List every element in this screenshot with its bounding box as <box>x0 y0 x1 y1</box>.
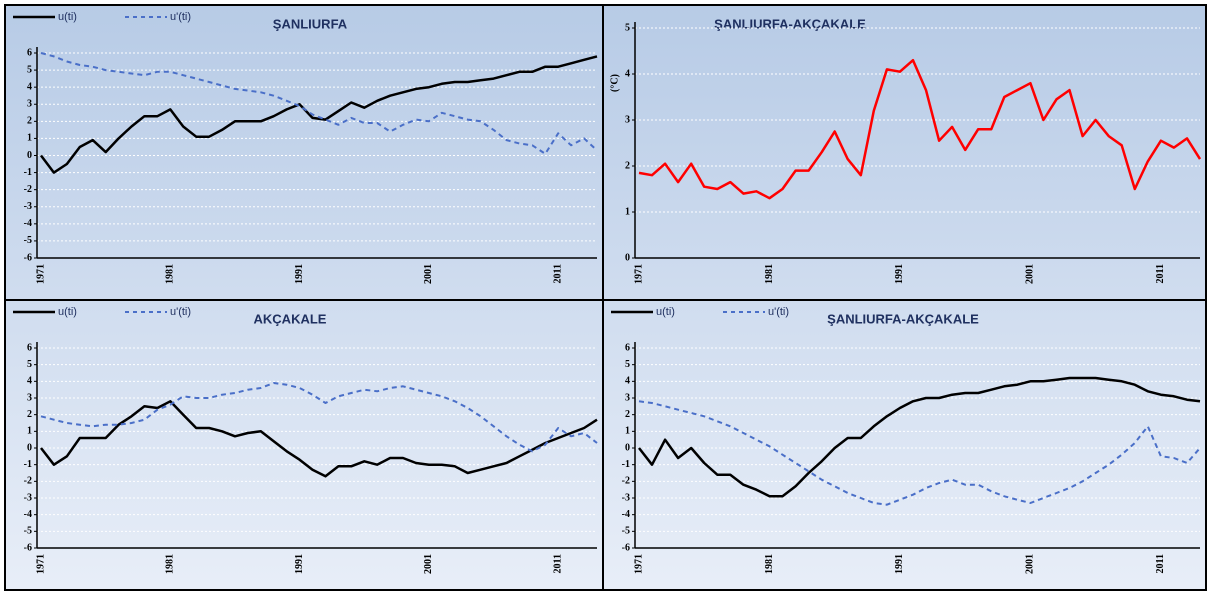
x-tick-label: 2001 <box>1025 554 1036 574</box>
legend-label: u(ti) <box>656 306 675 318</box>
x-tick-label: 1971 <box>633 554 644 574</box>
y-tick-label: 4 <box>27 81 32 92</box>
x-tick-label: 1981 <box>764 554 775 574</box>
x-tick-label: 2001 <box>423 554 434 574</box>
y-tick-label: -4 <box>24 509 32 520</box>
series-line <box>40 400 598 478</box>
y-tick-label: 5 <box>27 64 32 75</box>
chart-title: ŞANLIURFA <box>273 16 348 31</box>
x-tick-label: 1981 <box>165 554 176 574</box>
y-tick-label: 2 <box>625 160 630 171</box>
y-axis-label: (°C) <box>609 74 620 92</box>
y-tick-label: 0 <box>625 442 630 453</box>
x-tick-label: 2011 <box>1155 554 1166 573</box>
y-tick-label: 4 <box>27 376 32 387</box>
series-line <box>40 52 598 155</box>
y-tick-label: 6 <box>27 47 32 58</box>
legend-label: u'(ti) <box>768 306 789 318</box>
y-tick-label: -1 <box>24 167 32 178</box>
series-line <box>40 55 598 174</box>
y-tick-label: 1 <box>27 426 32 437</box>
x-tick-label: 1981 <box>764 264 775 284</box>
y-tick-label: 3 <box>27 392 32 403</box>
y-tick-label: -6 <box>24 252 32 263</box>
x-tick-label: 1991 <box>894 554 905 574</box>
x-tick-label: 1991 <box>294 264 305 284</box>
chart-title: ŞANLIURFA-AKÇAKALE <box>714 16 866 31</box>
y-tick-label: 2 <box>625 409 630 420</box>
y-tick-label: 3 <box>625 392 630 403</box>
x-tick-label: 2011 <box>553 554 564 573</box>
legend-label: u(ti) <box>58 11 77 23</box>
y-tick-label: 2 <box>27 116 32 127</box>
y-tick-label: -1 <box>24 459 32 470</box>
x-tick-label: 1981 <box>165 264 176 284</box>
series-line <box>40 382 598 453</box>
y-tick-label: -5 <box>622 526 630 537</box>
frame <box>4 4 1207 591</box>
y-tick-label: -3 <box>622 492 630 503</box>
y-tick-label: -2 <box>24 184 32 195</box>
y-tick-label: 0 <box>27 442 32 453</box>
y-tick-label: 1 <box>27 133 32 144</box>
x-tick-label: 2001 <box>1025 264 1036 284</box>
series-line <box>638 376 1201 498</box>
legend-label: u'(ti) <box>170 306 191 318</box>
series-line <box>638 400 1201 506</box>
x-tick-label: 1991 <box>294 554 305 574</box>
y-tick-label: 5 <box>625 359 630 370</box>
y-tick-label: -6 <box>24 542 32 553</box>
y-tick-label: -3 <box>24 201 32 212</box>
y-tick-label: -1 <box>622 459 630 470</box>
y-tick-label: 2 <box>27 409 32 420</box>
y-tick-label: -3 <box>24 492 32 503</box>
y-tick-label: 4 <box>625 376 630 387</box>
y-tick-label: -5 <box>24 235 32 246</box>
series-line <box>638 58 1202 200</box>
y-tick-label: 1 <box>625 426 630 437</box>
y-tick-label: 1 <box>625 206 630 217</box>
x-tick-label: 2011 <box>1155 264 1166 283</box>
y-tick-label: -6 <box>622 542 630 553</box>
y-tick-label: 3 <box>625 114 630 125</box>
legend-label: u'(ti) <box>170 11 191 23</box>
y-tick-label: 6 <box>625 342 630 353</box>
y-tick-label: 3 <box>27 99 32 110</box>
legend-label: u(ti) <box>58 306 77 318</box>
y-tick-label: -2 <box>24 476 32 487</box>
y-tick-label: 5 <box>27 359 32 370</box>
y-tick-label: 0 <box>625 252 630 263</box>
y-tick-label: 0 <box>27 150 32 161</box>
y-tick-label: -2 <box>622 476 630 487</box>
y-tick-label: -5 <box>24 526 32 537</box>
y-tick-label: -4 <box>24 218 32 229</box>
x-tick-label: 2011 <box>553 264 564 283</box>
chart-title: ŞANLIURFA-AKÇAKALE <box>827 311 979 326</box>
y-tick-label: -4 <box>622 509 630 520</box>
x-tick-label: 1971 <box>633 264 644 284</box>
x-tick-label: 2001 <box>423 264 434 284</box>
y-tick-label: 5 <box>625 22 630 33</box>
y-tick-label: 6 <box>27 342 32 353</box>
x-tick-label: 1971 <box>35 264 46 284</box>
x-tick-label: 1971 <box>35 554 46 574</box>
y-tick-label: 4 <box>625 68 630 79</box>
x-tick-label: 1991 <box>894 264 905 284</box>
chart-title: AKÇAKALE <box>254 311 327 326</box>
